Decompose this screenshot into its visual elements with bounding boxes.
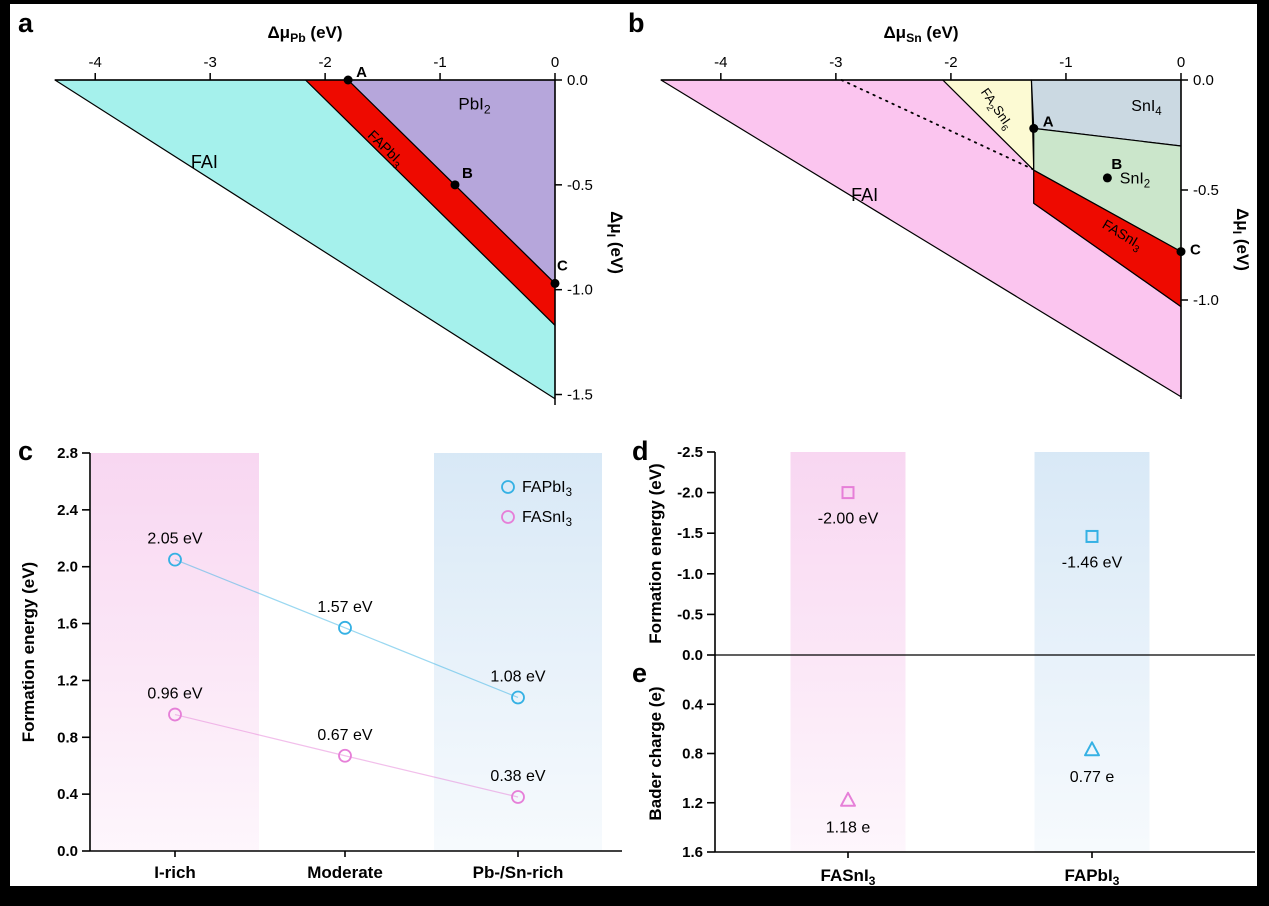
svg-text:-3: -3 [829,54,842,71]
svg-text:A: A [356,64,367,81]
panel-label-e: e [632,658,648,688]
svg-text:SnI4: SnI4 [1131,98,1162,118]
svg-text:I-rich: I-rich [154,863,196,882]
svg-text:2.0: 2.0 [57,559,78,576]
svg-text:ΔμI (eV): ΔμI (eV) [604,211,626,274]
svg-text:Bader charge (e): Bader charge (e) [646,686,665,820]
svg-text:0.0: 0.0 [682,647,703,664]
svg-text:FASnI3: FASnI3 [522,509,572,529]
svg-text:0.4: 0.4 [57,786,79,803]
svg-text:-4: -4 [89,54,102,71]
svg-text:0.96 eV: 0.96 eV [147,686,202,703]
svg-text:-1.0: -1.0 [1193,292,1219,309]
svg-text:C: C [1190,242,1201,259]
svg-text:1.18 e: 1.18 e [826,819,871,836]
svg-text:-0.5: -0.5 [567,177,593,194]
panel-label-b: b [628,8,645,38]
formation-energy-bader-charge-chart: -2.5 -2.0 -1.5 -1.0 -0.5 0.0 0.4 0.8 1.2 1.6 Forma… [646,444,1255,888]
svg-text:-1.0: -1.0 [677,566,703,583]
svg-text:-0.5: -0.5 [677,606,703,623]
svg-text:0.8: 0.8 [57,729,78,746]
svg-text:Formation energy (eV): Formation energy (eV) [646,463,665,643]
svg-text:B: B [462,165,473,182]
svg-text:2.4: 2.4 [57,502,79,519]
svg-text:-1: -1 [1059,54,1072,71]
panel-label-c: c [18,436,34,466]
svg-text:Pb-/Sn-rich: Pb-/Sn-rich [473,863,564,882]
svg-text:2.05 eV: 2.05 eV [147,531,202,548]
svg-text:1.2: 1.2 [57,672,78,689]
svg-text:1.08 eV: 1.08 eV [490,668,545,685]
svg-text:0.0: 0.0 [57,843,78,860]
svg-text:-1.5: -1.5 [567,387,593,404]
svg-text:-3: -3 [204,54,217,71]
svg-text:ΔμSn (eV): ΔμSn (eV) [883,23,958,45]
svg-text:Moderate: Moderate [307,863,383,882]
panel-label-d: d [632,436,649,466]
svg-text:1.6: 1.6 [57,616,78,633]
svg-text:FAPbI3: FAPbI3 [1065,866,1120,888]
svg-text:-2.5: -2.5 [677,444,703,461]
svg-text:1.57 eV: 1.57 eV [317,599,372,616]
svg-text:-2.0: -2.0 [677,485,703,502]
svg-text:-0.5: -0.5 [1193,182,1219,199]
svg-text:-1.0: -1.0 [567,282,593,299]
svg-text:C: C [557,257,568,274]
svg-text:FAI: FAI [851,185,878,205]
svg-text:0: 0 [551,54,559,71]
svg-text:FAPbI3: FAPbI3 [522,479,572,499]
svg-text:0.67 eV: 0.67 eV [317,727,372,744]
svg-text:FAI: FAI [191,152,218,172]
svg-text:ΔμI (eV): ΔμI (eV) [1230,208,1252,271]
svg-text:-2.00 eV: -2.00 eV [818,511,879,528]
svg-text:1.2: 1.2 [682,795,703,812]
svg-text:-2: -2 [944,54,957,71]
svg-text:2.8: 2.8 [57,445,78,462]
svg-text:Formation energy (eV): Formation energy (eV) [19,562,38,742]
svg-text:-1.46 eV: -1.46 eV [1062,554,1123,571]
panel-label-a: a [18,8,34,38]
svg-text:1.6: 1.6 [682,844,703,861]
svg-text:0.38 eV: 0.38 eV [490,768,545,785]
svg-text:ΔμPb (eV): ΔμPb (eV) [267,23,342,45]
svg-text:-2: -2 [318,54,331,71]
svg-text:0: 0 [1177,54,1185,71]
svg-text:0.77 e: 0.77 e [1070,769,1115,786]
svg-text:-1: -1 [433,54,446,71]
svg-text:-1.5: -1.5 [677,525,703,542]
svg-text:0.4: 0.4 [682,696,704,713]
vacancy-formation-energy-chart: 0.0 0.4 0.8 1.2 1.6 2.0 2.4 2.8 I-rich Moderate Pb… [19,445,622,882]
svg-text:PbI2: PbI2 [458,94,491,116]
svg-text:0.0: 0.0 [567,72,588,89]
svg-text:B: B [1111,156,1122,173]
svg-text:0.8: 0.8 [682,746,703,763]
svg-text:-4: -4 [714,54,727,71]
svg-text:SnI2: SnI2 [1120,170,1150,190]
svg-text:FASnI3: FASnI3 [821,866,876,888]
svg-text:0.0: 0.0 [1193,72,1214,89]
svg-text:A: A [1043,113,1054,130]
